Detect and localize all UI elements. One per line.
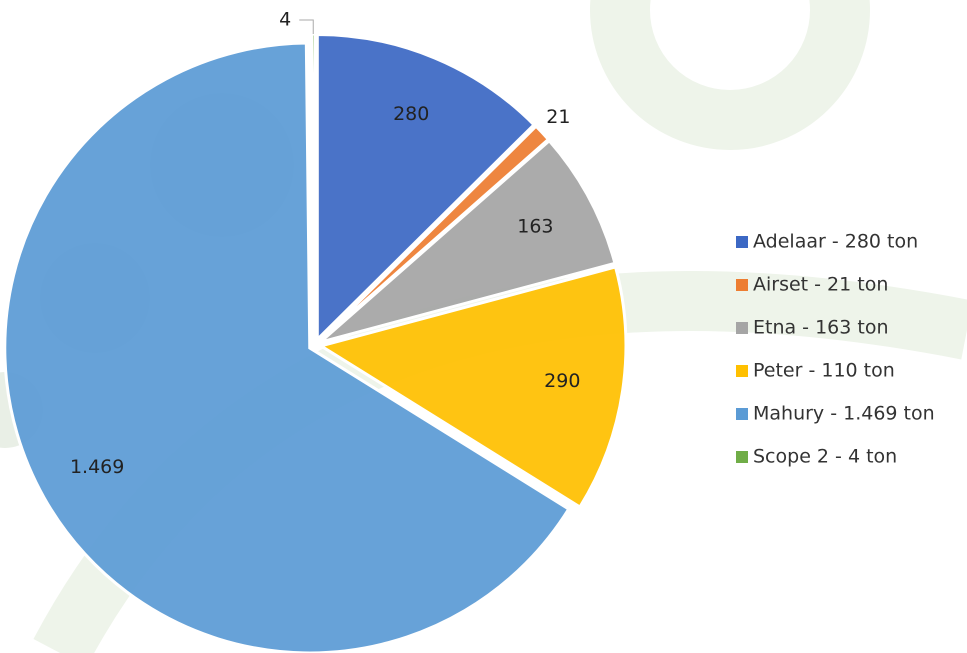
data-label: 280 bbox=[393, 103, 429, 125]
pie-slice bbox=[315, 32, 537, 344]
data-label: 163 bbox=[517, 215, 553, 237]
pie-slice bbox=[310, 32, 317, 340]
legend-swatch bbox=[736, 279, 748, 291]
legend-label: Airset - 21 ton bbox=[753, 274, 888, 296]
legend-label: Mahury - 1.469 ton bbox=[753, 403, 935, 425]
data-label: 290 bbox=[544, 370, 580, 392]
legend-label: Scope 2 - 4 ton bbox=[753, 446, 897, 468]
legend-swatch bbox=[736, 236, 748, 248]
pie-slice bbox=[318, 124, 551, 343]
pie-slice bbox=[317, 265, 628, 510]
legend-label: Peter - 110 ton bbox=[753, 360, 895, 382]
pie-slice bbox=[319, 138, 617, 344]
data-label: 4 bbox=[279, 9, 291, 31]
data-label: 21 bbox=[546, 106, 570, 128]
legend-label: Adelaar - 280 ton bbox=[753, 231, 918, 253]
legend-swatch bbox=[736, 408, 748, 420]
legend-swatch bbox=[736, 322, 748, 334]
legend-swatch bbox=[736, 365, 748, 377]
leader-line bbox=[299, 19, 314, 35]
pie-slice bbox=[3, 41, 571, 653]
data-label: 1.469 bbox=[70, 456, 124, 478]
legend-swatch bbox=[736, 451, 748, 463]
legend-label: Etna - 163 ton bbox=[753, 317, 889, 339]
